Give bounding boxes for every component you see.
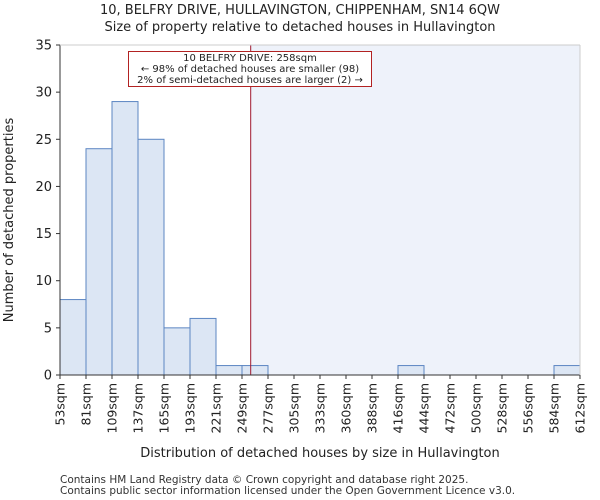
x-tick-label: 109sqm [105, 383, 120, 433]
y-tick-label: 25 [35, 133, 52, 148]
x-tick-label: 137sqm [131, 383, 146, 433]
histogram-bar [553, 365, 581, 376]
x-tick-label: 556sqm [521, 383, 536, 433]
x-tick-label: 333sqm [313, 383, 328, 433]
annotation-line-3: 2% of semi-detached houses are larger (2… [137, 75, 363, 86]
y-axis-title: Number of detached properties [2, 118, 17, 323]
x-tick-label: 584sqm [547, 383, 562, 433]
chart-title-address: 10, BELFRY DRIVE, HULLAVINGTON, CHIPPENH… [99, 3, 500, 18]
x-tick-label: 360sqm [339, 383, 354, 433]
footer-licence: Contains public sector information licen… [60, 485, 516, 497]
highlight-region [250, 45, 580, 375]
property-annotation-box: 10 BELFRY DRIVE: 258sqm ← 98% of detache… [128, 51, 372, 87]
histogram-bar [59, 299, 87, 376]
x-tick-label: 612sqm [573, 383, 588, 433]
x-tick-label: 472sqm [443, 383, 458, 433]
y-tick-label: 30 [35, 86, 52, 101]
y-tick-label: 10 [35, 274, 52, 289]
y-tick-label: 35 [35, 39, 52, 54]
x-tick-label: 500sqm [469, 383, 484, 433]
x-tick-label: 53sqm [53, 383, 68, 426]
chart-title: Size of property relative to detached ho… [104, 20, 496, 35]
histogram-bar [85, 148, 113, 376]
annotation-line-1: 10 BELFRY DRIVE: 258sqm [183, 53, 317, 64]
x-tick-label: 277sqm [261, 383, 276, 433]
y-tick-label: 0 [44, 369, 52, 384]
y-tick-label: 20 [35, 180, 52, 195]
histogram-bar [397, 365, 425, 376]
x-tick-label: 416sqm [391, 383, 406, 433]
histogram-bar [163, 327, 191, 376]
x-tick-label: 165sqm [157, 383, 172, 433]
x-axis-title: Distribution of detached houses by size … [140, 446, 500, 461]
x-tick-label: 444sqm [417, 383, 432, 433]
x-tick-label: 528sqm [495, 383, 510, 433]
annotation-line-2: ← 98% of detached houses are smaller (98… [140, 64, 360, 75]
histogram-bar [137, 138, 165, 376]
y-tick-label: 5 [44, 321, 52, 336]
x-tick-label: 81sqm [79, 383, 94, 426]
footer-copyright: Contains HM Land Registry data © Crown c… [60, 474, 469, 486]
histogram-bar [215, 365, 243, 376]
x-tick-label: 388sqm [365, 383, 380, 433]
histogram-bar [189, 317, 217, 376]
x-tick-label: 249sqm [235, 383, 250, 433]
x-tick-label: 305sqm [287, 383, 302, 433]
x-tick-label: 221sqm [209, 383, 224, 433]
histogram-bar [111, 101, 139, 376]
x-tick-label: 193sqm [183, 383, 198, 433]
y-tick-label: 15 [35, 227, 52, 242]
histogram-bar [241, 365, 269, 376]
